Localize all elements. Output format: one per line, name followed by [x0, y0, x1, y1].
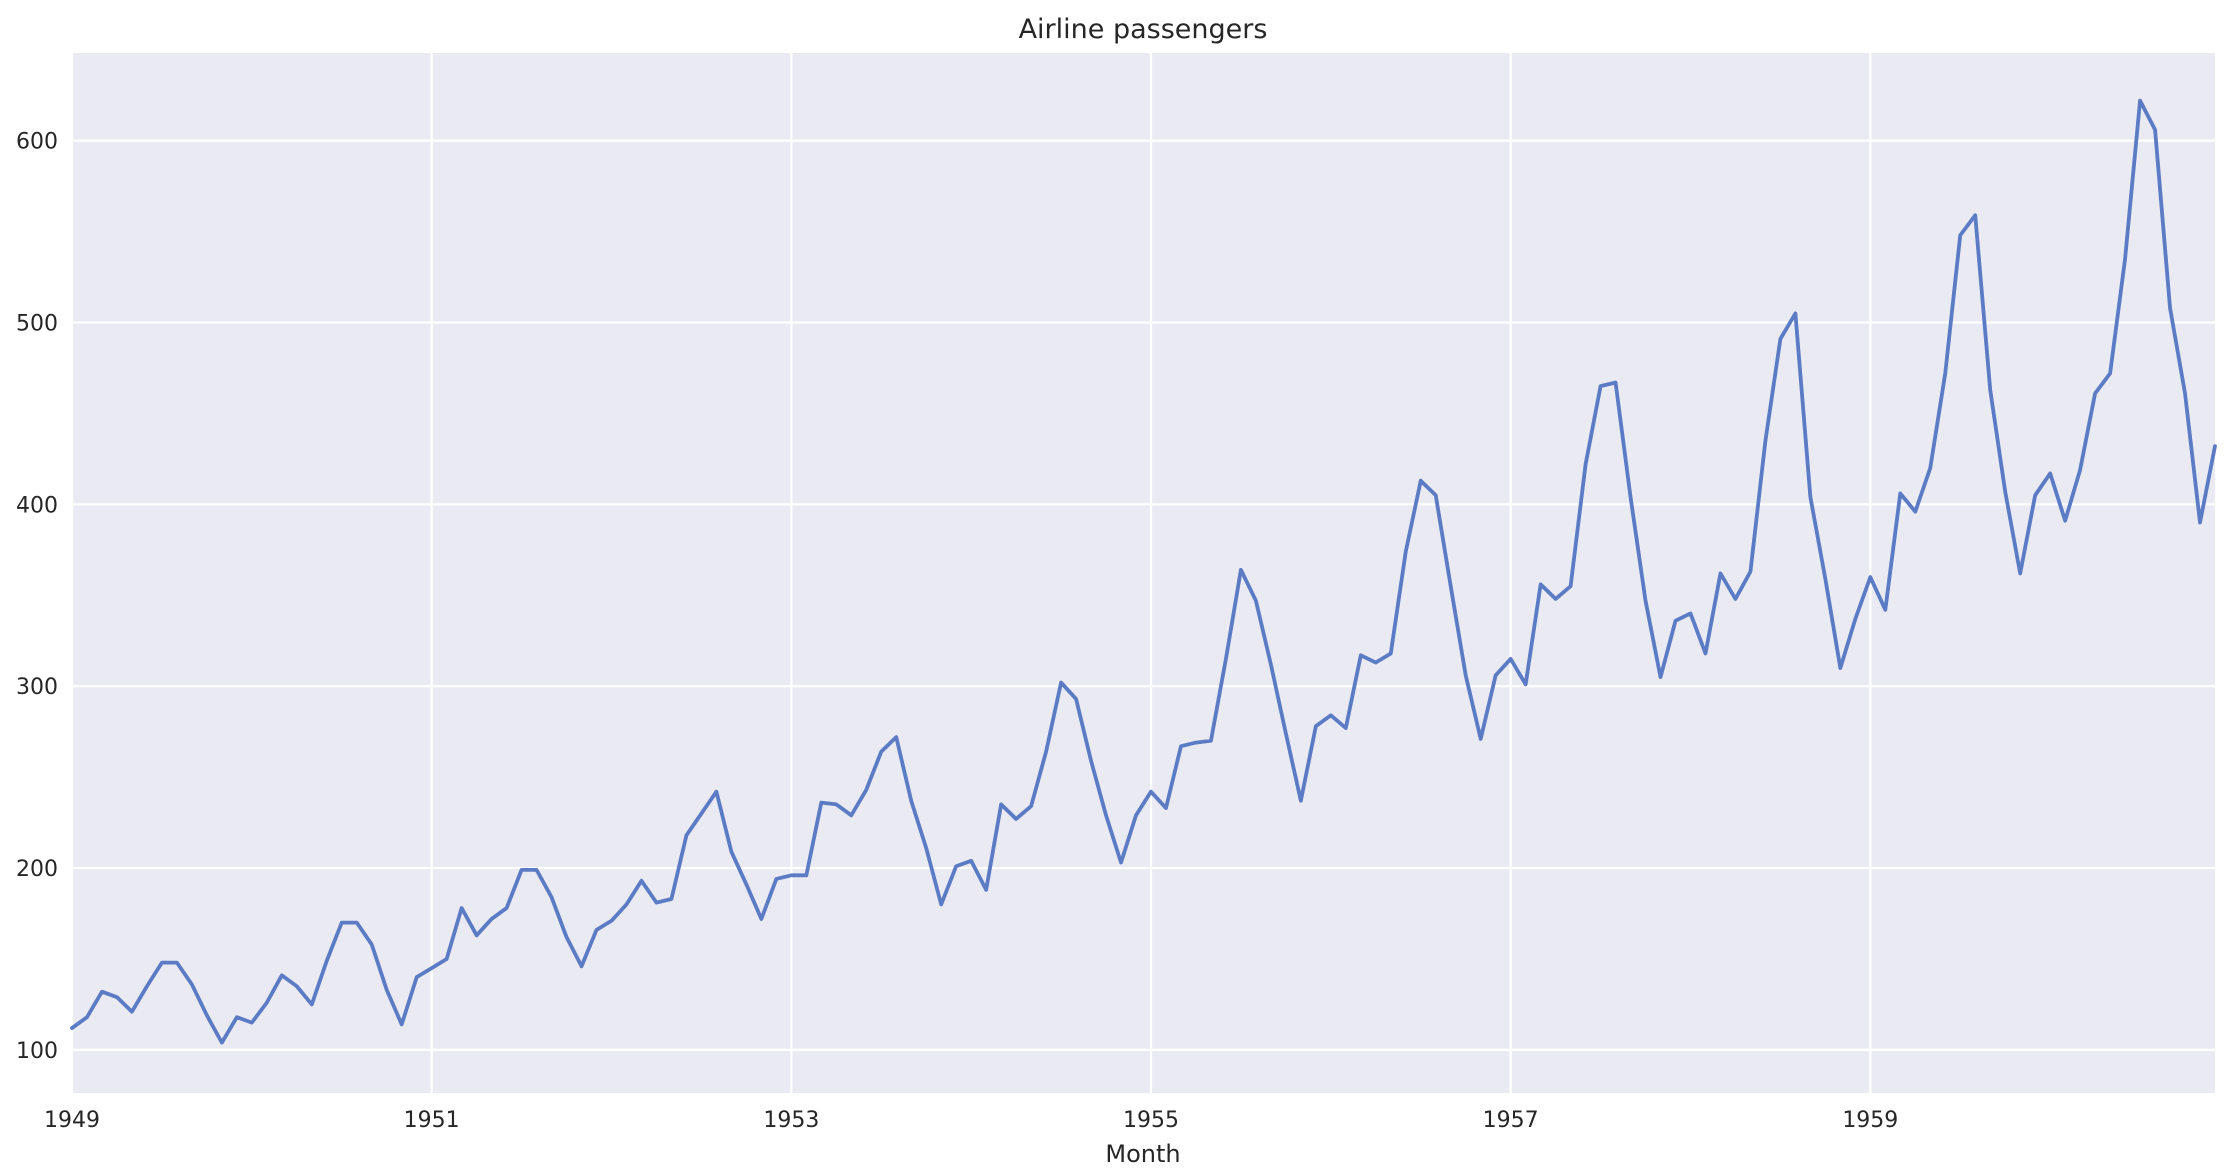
x-tick-label: 1953 — [763, 1108, 819, 1133]
x-tick-label: 1955 — [1123, 1108, 1179, 1133]
x-tick-label: 1949 — [44, 1108, 100, 1133]
plot-area — [72, 53, 2215, 1093]
x-tick-label: 1959 — [1842, 1108, 1898, 1133]
tick-labels: 100 200 300 400 500 600 1949 1951 1953 1955 1957 19… — [16, 130, 1898, 1133]
y-tick-label: 400 — [16, 493, 58, 518]
chart-title: Airline passengers — [1019, 14, 1268, 45]
grid-lines — [70, 53, 2215, 1093]
x-tick-label: 1957 — [1483, 1108, 1539, 1133]
y-tick-label: 200 — [16, 857, 58, 882]
x-axis-label: Month — [1105, 1140, 1180, 1168]
series-line — [70, 98, 2217, 1045]
x-tick-label: 1951 — [404, 1108, 460, 1133]
series-layer — [70, 98, 2217, 1045]
y-tick-label: 600 — [16, 130, 58, 155]
y-tick-label: 100 — [16, 1039, 58, 1064]
y-tick-label: 500 — [16, 312, 58, 337]
y-tick-label: 300 — [16, 675, 58, 700]
